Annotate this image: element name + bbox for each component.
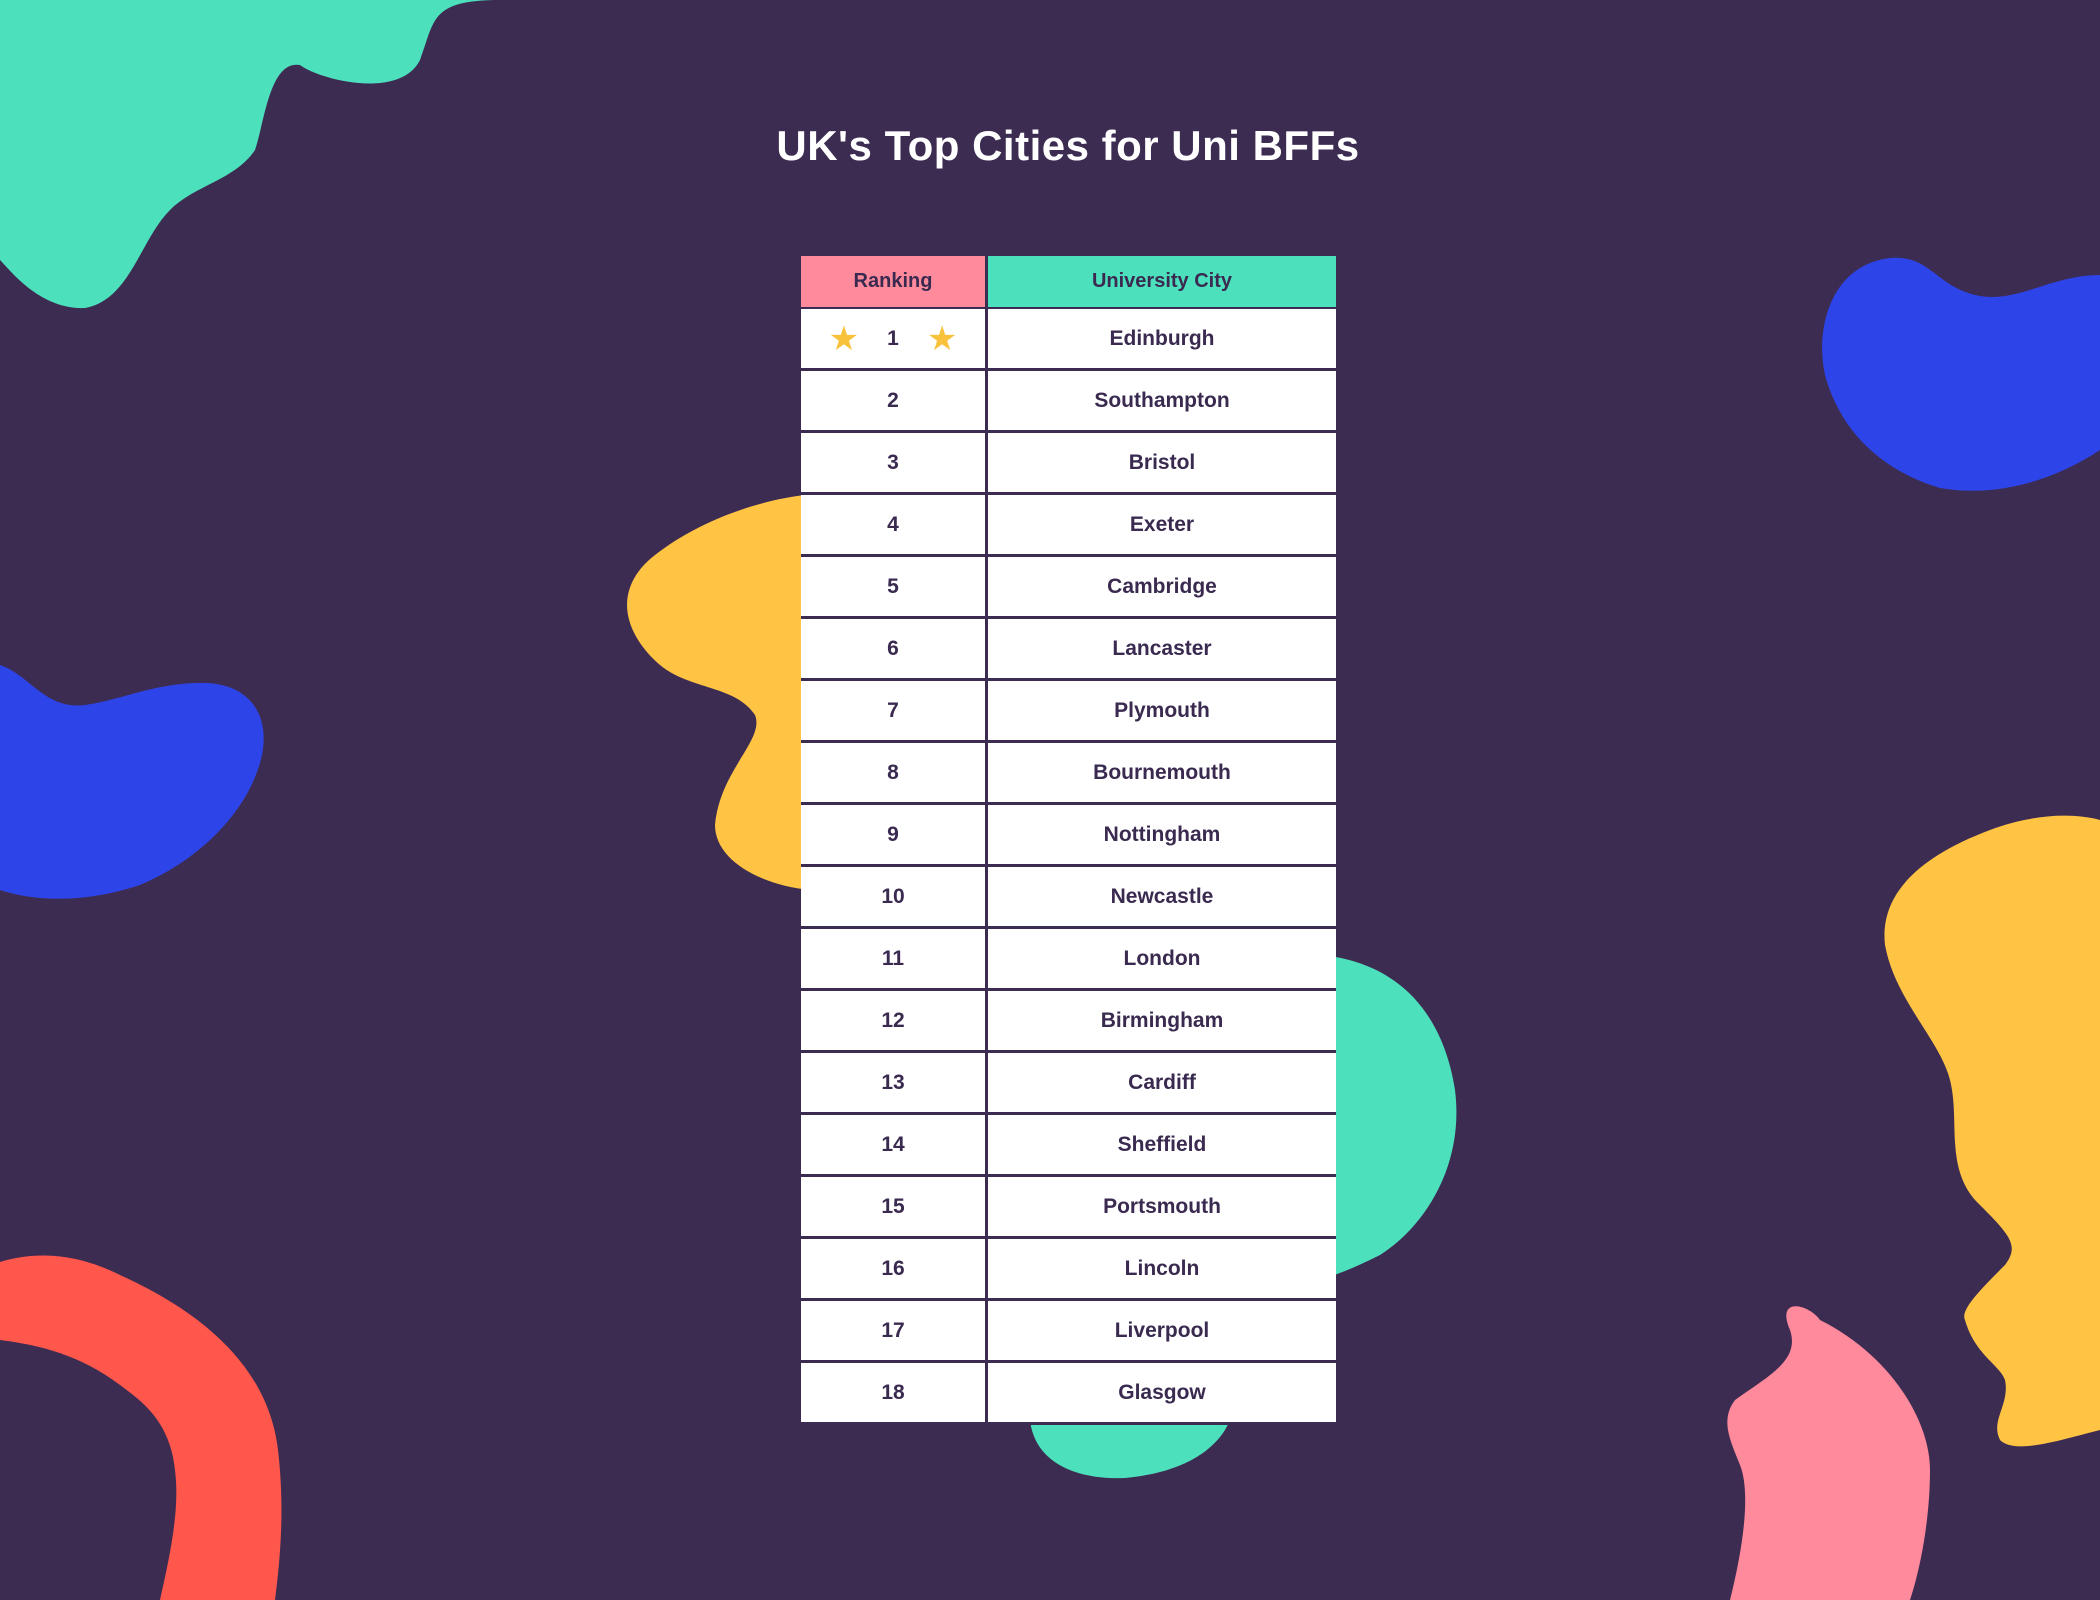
rank-cell: 16 xyxy=(801,1239,988,1298)
table-row: 3 Bristol xyxy=(801,433,1336,495)
table-row: 7 Plymouth xyxy=(801,681,1336,743)
coral-arc-bottom-left xyxy=(0,1255,282,1600)
table-row: 2 Southampton xyxy=(801,371,1336,433)
city-cell: Nottingham xyxy=(988,805,1336,864)
city-cell: Lancaster xyxy=(988,619,1336,678)
rank-number: 17 xyxy=(881,1318,905,1342)
rank-cell: ★ 1 ★ xyxy=(801,309,988,368)
rank-cell: 15 xyxy=(801,1177,988,1236)
city-cell: Bristol xyxy=(988,433,1336,492)
city-cell: Sheffield xyxy=(988,1115,1336,1174)
yellow-blob-right xyxy=(1884,815,2100,1447)
header-ranking: Ranking xyxy=(801,256,988,307)
table-row: 17 Liverpool xyxy=(801,1301,1336,1363)
rank-number: 18 xyxy=(881,1380,905,1404)
table-row: 5 Cambridge xyxy=(801,557,1336,619)
rank-number: 7 xyxy=(887,698,899,722)
blue-blob-left xyxy=(0,665,264,899)
table-row: 16 Lincoln xyxy=(801,1239,1336,1301)
rank-number: 10 xyxy=(881,884,905,908)
city-cell: Plymouth xyxy=(988,681,1336,740)
city-cell: Edinburgh xyxy=(988,309,1336,368)
rank-cell: 8 xyxy=(801,743,988,802)
table-row: 6 Lancaster xyxy=(801,619,1336,681)
rank-number: 5 xyxy=(887,574,899,598)
rank-cell: 17 xyxy=(801,1301,988,1360)
star-icon: ★ xyxy=(926,319,958,358)
table-header-row: Ranking University City xyxy=(801,256,1336,309)
star-icon: ★ xyxy=(828,319,860,358)
yellow-blob-center xyxy=(627,495,810,890)
rank-cell: 10 xyxy=(801,867,988,926)
rank-cell: 3 xyxy=(801,433,988,492)
rank-cell: 13 xyxy=(801,1053,988,1112)
rank-number: 9 xyxy=(887,822,899,846)
pink-blob-bottom-right xyxy=(1727,1306,1930,1600)
rank-cell: 11 xyxy=(801,929,988,988)
city-cell: Liverpool xyxy=(988,1301,1336,1360)
rankings-table: Ranking University City ★ 1 ★ Edinburgh 2 Sou… xyxy=(801,256,1336,1425)
rank-cell: 9 xyxy=(801,805,988,864)
city-cell: Cambridge xyxy=(988,557,1336,616)
rank-cell: 4 xyxy=(801,495,988,554)
rank-number: 16 xyxy=(881,1256,905,1280)
rank-number: 3 xyxy=(887,450,899,474)
rank-number: 1 xyxy=(887,326,899,350)
rank-cell: 12 xyxy=(801,991,988,1050)
table-row: 14 Sheffield xyxy=(801,1115,1336,1177)
rank-number: 14 xyxy=(881,1132,905,1156)
table-row: 9 Nottingham xyxy=(801,805,1336,867)
header-university-city: University City xyxy=(988,256,1336,307)
rank-cell: 14 xyxy=(801,1115,988,1174)
table-row: 10 Newcastle xyxy=(801,867,1336,929)
city-cell: Exeter xyxy=(988,495,1336,554)
table-row: 12 Birmingham xyxy=(801,991,1336,1053)
city-cell: Glasgow xyxy=(988,1363,1336,1422)
rank-cell: 7 xyxy=(801,681,988,740)
city-cell: Newcastle xyxy=(988,867,1336,926)
rank-number: 8 xyxy=(887,760,899,784)
table-row: 15 Portsmouth xyxy=(801,1177,1336,1239)
rank-number: 13 xyxy=(881,1070,905,1094)
rank-number: 2 xyxy=(887,388,899,412)
table-body: ★ 1 ★ Edinburgh 2 Southampton 3 Bristol 4 Exeter 5… xyxy=(801,309,1336,1425)
table-row: ★ 1 ★ Edinburgh xyxy=(801,309,1336,371)
city-cell: Lincoln xyxy=(988,1239,1336,1298)
rank-cell: 18 xyxy=(801,1363,988,1422)
teal-blob-center xyxy=(1320,955,1457,1280)
rank-number: 4 xyxy=(887,512,899,536)
rank-cell: 5 xyxy=(801,557,988,616)
table-row: 8 Bournemouth xyxy=(801,743,1336,805)
page-title: UK's Top Cities for Uni BFFs xyxy=(776,122,1360,169)
city-cell: London xyxy=(988,929,1336,988)
city-cell: Birmingham xyxy=(988,991,1336,1050)
rank-cell: 2 xyxy=(801,371,988,430)
rank-number: 11 xyxy=(881,946,905,970)
table-row: 13 Cardiff xyxy=(801,1053,1336,1115)
teal-blob-bottom xyxy=(1030,1420,1230,1479)
table-row: 18 Glasgow xyxy=(801,1363,1336,1425)
rank-number: 15 xyxy=(881,1194,905,1218)
city-cell: Cardiff xyxy=(988,1053,1336,1112)
rank-cell: 6 xyxy=(801,619,988,678)
table-row: 4 Exeter xyxy=(801,495,1336,557)
city-cell: Southampton xyxy=(988,371,1336,430)
city-cell: Portsmouth xyxy=(988,1177,1336,1236)
rank-number: 6 xyxy=(887,636,899,660)
blue-blob-top-right xyxy=(1822,257,2100,491)
rank-number: 12 xyxy=(881,1008,905,1032)
teal-blob-top-left xyxy=(0,0,500,309)
table-row: 11 London xyxy=(801,929,1336,991)
city-cell: Bournemouth xyxy=(988,743,1336,802)
